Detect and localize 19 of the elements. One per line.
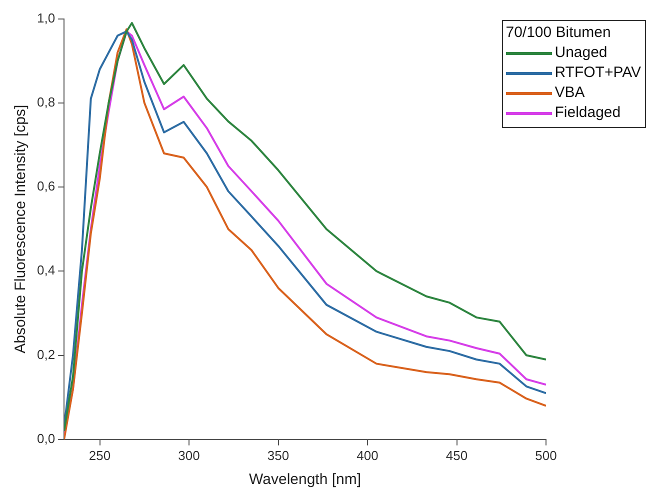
y-tick-label: 0,2 <box>36 346 56 362</box>
legend-label: Fieldaged <box>554 103 621 123</box>
legend-label: RTFOT+PAV <box>554 63 641 83</box>
legend-title: 70/100 Bitumen <box>506 23 612 43</box>
legend-label: Unaged <box>554 43 608 63</box>
x-tick-label: 300 <box>178 448 200 463</box>
y-tick-label: 0,4 <box>36 262 56 278</box>
x-tick-label: 350 <box>267 448 290 463</box>
y-tick-label: 0,0 <box>36 430 56 446</box>
legend-label: VBA <box>554 83 585 103</box>
x-tick-label: 500 <box>535 448 557 463</box>
x-tick-label: 250 <box>88 448 111 463</box>
y-tick-label: 1,0 <box>36 10 56 26</box>
x-tick-label: 400 <box>356 448 378 463</box>
y-axis-title: Absolute Fluorescence Intensity [cps] <box>12 104 30 354</box>
y-tick-label: 0,8 <box>36 94 56 110</box>
y-tick-label: 0,6 <box>36 178 56 194</box>
x-tick-label: 450 <box>446 448 468 463</box>
x-axis-title: Wavelength [nm] <box>249 471 362 488</box>
